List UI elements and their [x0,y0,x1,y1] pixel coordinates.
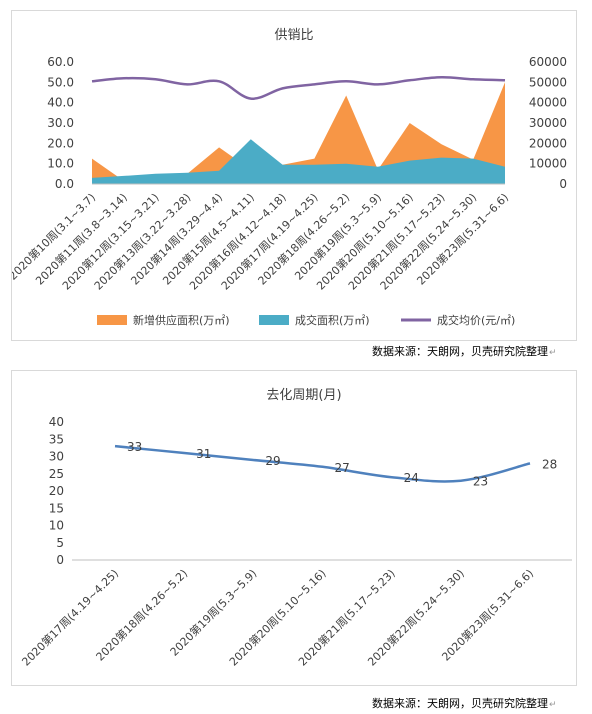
y-right-tick-label: 30000 [529,116,567,130]
legend-label: 新增供应面积(万㎡) [133,313,230,327]
y-right-tick-label: 10000 [529,157,567,171]
destocking-cycle-chart-panel: 去化周期(月) 0 5 10 15 20 25 30 35 40 33 31 29 27 24 23 28 202… [11,370,577,686]
y-left-tick-label: 30.0 [47,116,74,130]
y-left-tick-label: 40.0 [47,96,74,110]
avg-price-line [91,76,506,100]
y-left-tick-label: 0.0 [55,177,74,191]
legend-swatch [97,315,127,325]
y-right-tick-label: 60000 [529,55,567,69]
area-series-2 [92,139,505,184]
y-right-tick-label: 0 [559,177,567,191]
return-mark: ↵ [549,700,557,710]
data-label: 23 [473,475,488,489]
y-tick-label: 30 [49,450,64,464]
y-left-tick-label: 60.0 [47,55,74,69]
y-tick-label: 35 [49,432,64,446]
y-right-tick-label: 20000 [529,136,567,150]
data-label: 24 [404,471,419,485]
data-label: 27 [335,461,350,475]
source-text: 数据来源：天朗网，贝壳研究院整理 [372,345,548,358]
y-tick-label: 25 [49,467,64,481]
supply-sales-ratio-chart-panel: 供销比 0.0 10.0 20.0 30.0 40.0 50.0 60.0 0 10000 2000… [6,10,577,341]
data-source-note-2: 数据来源：天朗网，贝壳研究院整理↵ [372,695,557,711]
legend-label: 成交均价(元/㎡) [437,313,515,327]
chart-title: 供销比 [274,28,313,43]
chart-title: 去化周期(月) [266,388,341,403]
y-tick-label: 40 [49,415,64,429]
y-tick-label: 15 [49,501,64,515]
legend-swatch [259,315,289,325]
y-right-tick-label: 40000 [529,96,567,110]
legend-label: 成交面积(万㎡) [295,313,370,327]
y-left-tick-label: 50.0 [47,75,74,89]
data-source-note-1: 数据来源：天朗网，贝壳研究院整理↵ [372,343,557,359]
y-tick-label: 20 [49,484,64,498]
y-tick-label: 0 [56,553,64,567]
supply-sales-ratio-chart: 供销比 0.0 10.0 20.0 30.0 40.0 50.0 60.0 0 10000 2000… [6,28,567,327]
return-mark: ↵ [549,348,557,358]
data-label: 31 [196,447,211,461]
data-label: 28 [542,457,557,471]
y-left-tick-label: 10.0 [47,157,74,171]
y-tick-label: 10 [49,519,64,533]
y-tick-label: 5 [56,536,64,550]
destocking-cycle-line [114,444,531,483]
y-left-tick-label: 20.0 [47,136,74,150]
data-label: 33 [127,440,142,454]
area-series-1 [92,82,505,184]
y-right-tick-label: 50000 [529,75,567,89]
source-text: 数据来源：天朗网，贝壳研究院整理 [372,697,548,710]
data-label: 29 [265,454,280,468]
